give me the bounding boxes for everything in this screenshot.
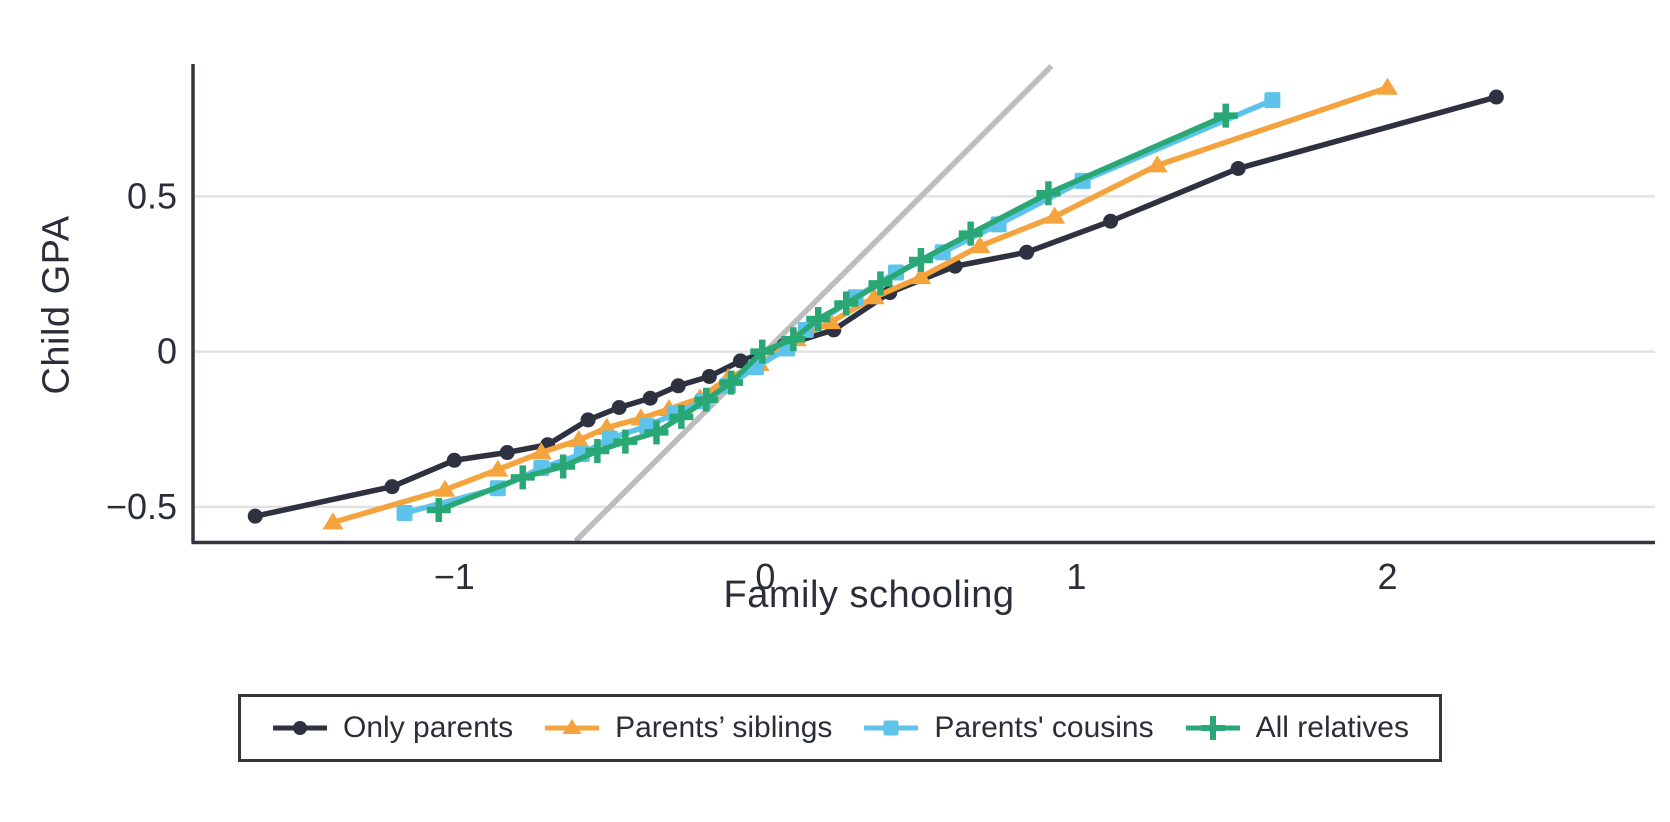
data-point-circle	[580, 412, 596, 428]
legend-item-parents-siblings: Parents’ siblings	[543, 711, 832, 745]
data-point-plus	[781, 327, 806, 352]
data-point-circle	[499, 445, 515, 461]
data-point-plus	[644, 420, 669, 445]
data-point-circle	[1230, 160, 1246, 176]
y-tick-label-0.5: 0.5	[127, 175, 177, 216]
circle-marker-icon	[273, 721, 328, 735]
data-point-plus	[908, 248, 933, 273]
data-point-circle	[1488, 89, 1504, 105]
axes	[191, 64, 1655, 545]
series-line	[435, 112, 1229, 513]
data-point-plus	[834, 291, 859, 316]
data-point-plus	[1036, 181, 1061, 206]
data-point-plus	[694, 387, 719, 412]
data-point-circle	[642, 390, 658, 406]
data-point-circle	[732, 353, 748, 369]
series-only-parents	[247, 89, 1504, 524]
data-point-plus	[806, 307, 831, 332]
data-point-plus	[958, 221, 983, 246]
data-point-plus	[426, 497, 451, 522]
data-point-triangle	[434, 479, 456, 497]
data-point-circle	[384, 479, 400, 495]
data-point-circle	[247, 508, 263, 524]
legend-item-all-relatives: All relatives	[1184, 711, 1409, 745]
x-tick-label--1: −1	[434, 556, 475, 597]
data-point-triangle	[1376, 77, 1398, 95]
data-point-triangle	[1044, 206, 1066, 224]
data-point-triangle	[910, 267, 932, 285]
legend-label: Parents’ siblings	[615, 711, 833, 744]
legend-label: Parents' cousins	[934, 711, 1154, 744]
x-axis-title: Family schooling	[723, 574, 1015, 616]
legend: Only parents Parents’ siblings Parents' co…	[238, 694, 1442, 762]
data-point-triangle	[568, 430, 590, 448]
x-tick-label-1: 1	[1066, 556, 1086, 597]
square-marker-icon	[864, 720, 919, 736]
legend-label: All relatives	[1255, 711, 1409, 744]
legend-item-only-parents: Only parents	[271, 711, 513, 745]
tick-labels: −1 0 1 2 0.5 0 −0.5	[106, 175, 1398, 597]
data-point-triangle	[487, 459, 509, 477]
gridlines	[193, 195, 1655, 509]
data-point-circle	[1103, 213, 1119, 229]
data-point-triangle	[1146, 155, 1168, 173]
data-point-triangle	[863, 287, 885, 305]
legend-item-parents-cousins: Parents' cousins	[862, 711, 1154, 745]
data-point-square	[1264, 92, 1281, 109]
data-point-circle	[446, 452, 462, 468]
data-point-circle	[701, 368, 717, 384]
triangle-marker-icon	[545, 719, 600, 734]
plus-marker-icon	[1185, 716, 1240, 740]
data-point-triangle	[322, 512, 344, 530]
series-line	[252, 94, 1500, 519]
data-point-plus	[750, 339, 775, 364]
data-point-plus	[613, 429, 638, 454]
data-point-circle	[611, 400, 627, 416]
y-tick-label--0.5: −0.5	[106, 486, 177, 527]
data-point-plus	[510, 465, 535, 490]
series-all-relatives	[426, 103, 1238, 522]
data-point-triangle	[820, 312, 842, 330]
y-axis-title: Child GPA	[35, 215, 78, 395]
data-point-circle	[1019, 244, 1035, 260]
plot-area: −1 0 1 2 0.5 0 −0.5	[106, 64, 1655, 597]
data-point-plus	[669, 404, 694, 429]
data-point-plus	[1213, 103, 1238, 128]
legend-label: Only parents	[343, 711, 514, 744]
data-point-triangle	[596, 417, 618, 435]
data-point-triangle	[969, 236, 991, 254]
data-point-circle	[670, 378, 686, 394]
data-point-triangle	[530, 442, 552, 460]
data-point-plus	[551, 454, 576, 479]
data-point-square	[396, 505, 413, 522]
data-point-plus	[719, 370, 744, 395]
data-point-plus	[585, 438, 610, 463]
data-point-plus	[868, 271, 893, 296]
x-tick-label-0: 0	[755, 556, 775, 597]
reference-45deg-line	[573, 64, 1054, 543]
y-tick-label-0: 0	[157, 331, 177, 372]
x-tick-label-2: 2	[1377, 556, 1397, 597]
